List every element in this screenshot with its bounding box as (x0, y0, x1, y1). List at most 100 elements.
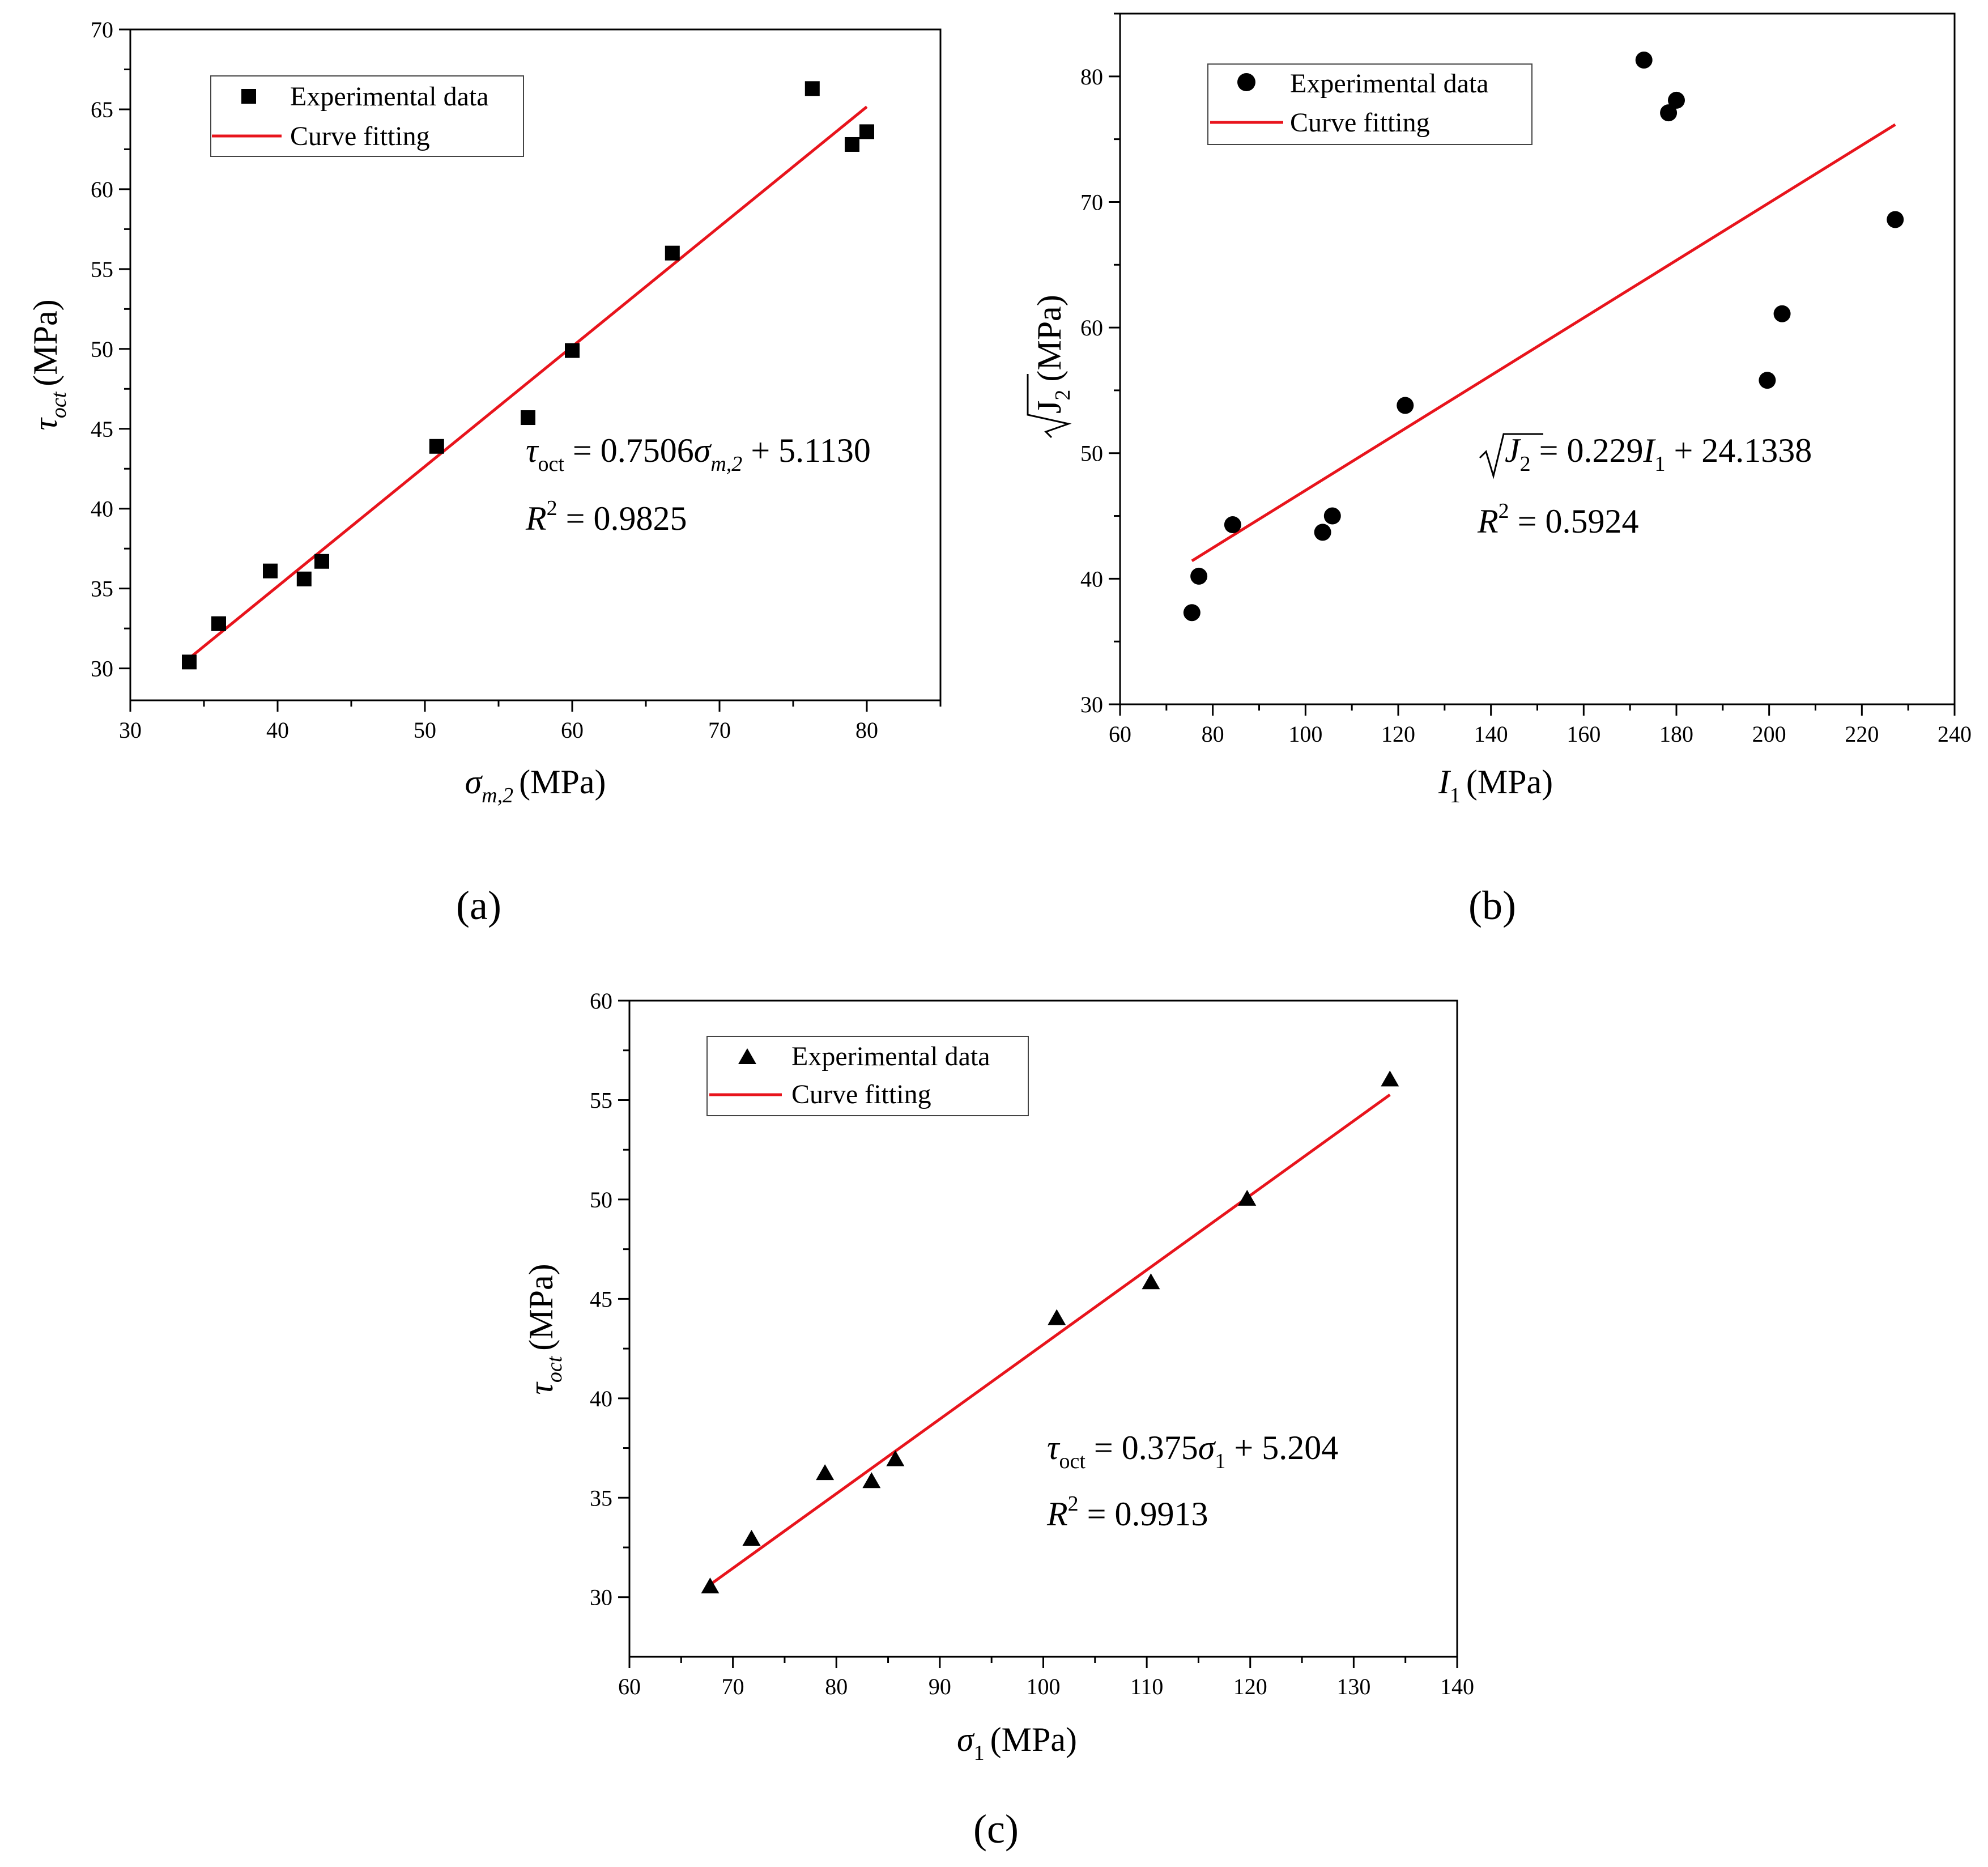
x-tick-label: 70 (708, 717, 731, 743)
x-axis-label-b: I1 (MPa) (1438, 763, 1553, 807)
x-sym: I (1438, 763, 1451, 801)
fit-line-c (709, 1094, 1391, 1586)
x-axis-label-a: σm,2 (MPa) (465, 763, 606, 807)
fit-line-b (1191, 123, 1896, 562)
y-tick-label: 40 (590, 1386, 612, 1411)
sqrt-symbol-eq (1479, 433, 1543, 479)
y-tick-label: 30 (1080, 692, 1103, 717)
x-paren-close: ) (594, 763, 606, 801)
data-point (429, 439, 444, 454)
x-unit: MPa (1478, 763, 1542, 801)
data-point (886, 1450, 905, 1466)
x-tick-label: 120 (1381, 721, 1415, 747)
legend-b: Experimental data Curve fitting (1207, 63, 1532, 145)
data-point (845, 137, 859, 152)
x-tick-label: 80 (855, 717, 878, 743)
y-sym: τ (522, 1381, 560, 1395)
x-unit: MPa (1002, 1721, 1066, 1758)
eq-var: I (1642, 432, 1656, 469)
plot-frame-a (129, 28, 942, 701)
data-point (1323, 507, 1341, 525)
x-tick-label: 30 (119, 717, 142, 743)
y-axis-label-b: J2 (MPa) (1027, 295, 1075, 439)
y-sym: J (1031, 401, 1068, 414)
r2-sup: 2 (547, 496, 557, 520)
legend-marker-square (241, 89, 256, 104)
legend-box-c (706, 1036, 1029, 1116)
data-point (1183, 604, 1201, 622)
y-tick-label: 30 (590, 1585, 612, 1610)
y-tick-label: 35 (91, 576, 113, 602)
r2-lhs: R (1046, 1495, 1068, 1533)
r2-value: = 0.9825 (557, 500, 687, 537)
legend-label-experimental: Experimental data (1290, 69, 1489, 99)
eq-lhs: J (1505, 432, 1521, 469)
markers-c (701, 1070, 1399, 1594)
y-paren-open: ( (522, 1339, 560, 1351)
y-tick-label: 40 (91, 496, 113, 522)
x-sub: m,2 (482, 784, 513, 807)
equation-c: τoct = 0.375σ1 + 5.204 (1047, 1429, 1338, 1473)
x-sym: σ (957, 1721, 975, 1758)
x-axis-label-c: σ1 (MPa) (957, 1721, 1077, 1765)
x-paren-close: ) (1542, 763, 1553, 801)
y-tick-label: 50 (1080, 441, 1103, 466)
equation-a: τoct = 0.7506σm,2 + 5.1130 (526, 432, 871, 476)
r2-lhs: R (1477, 503, 1499, 540)
legend-label-fit: Curve fitting (290, 121, 430, 151)
x-sub: 1 (974, 1741, 985, 1765)
x-paren-close: ) (1066, 1721, 1077, 1758)
data-point (1773, 305, 1791, 322)
data-point (521, 410, 535, 426)
data-point (182, 654, 197, 670)
eq-text1: = 0.229 (1531, 432, 1644, 469)
chart-panel-b: 60 80 100 120 140 160 180 200 220 240 30 40 50 60 70 80… (1027, 12, 1972, 928)
eq-text2: + 24.1338 (1665, 432, 1812, 469)
y-tick-label: 55 (590, 1087, 612, 1113)
x-sym: σ (465, 763, 483, 801)
y-sym: τ (27, 417, 64, 431)
x-tick-label: 90 (929, 1674, 951, 1699)
data-point (314, 554, 329, 569)
data-point (1048, 1309, 1066, 1325)
x-tick-label: 160 (1566, 721, 1600, 747)
chart-panel-a: 30 40 50 60 70 80 30 35 40 45 50 55 60 65 70 Experimen… (27, 17, 942, 928)
y-tick-label: 65 (91, 97, 113, 122)
x-tick-label: 80 (825, 1674, 848, 1699)
x-tick-label: 60 (561, 717, 584, 743)
y-unit: MPa (522, 1275, 560, 1339)
data-point (1314, 524, 1331, 541)
y-paren-close: ) (27, 299, 64, 311)
x-paren-open: ( (1466, 763, 1478, 801)
sqrt-symbol-axis (1027, 374, 1072, 439)
data-point (263, 563, 278, 579)
panel-label-a: (a) (456, 883, 501, 928)
x-paren-open: ( (990, 1721, 1002, 1758)
x-sub: 1 (1450, 784, 1461, 807)
r2-b: R2 = 0.5924 (1477, 499, 1639, 540)
y-axis-label-a: τoct (MPa) (27, 299, 71, 430)
legend-box-b (1207, 63, 1532, 145)
data-point (211, 616, 226, 631)
x-tick-label: 50 (414, 717, 436, 743)
y-tick-label: 30 (91, 656, 113, 682)
y-unit: MPa (27, 311, 64, 375)
eq-text2: + 5.204 (1225, 1429, 1338, 1466)
data-point (1381, 1070, 1399, 1087)
eq-var-sub: 1 (1215, 1449, 1225, 1473)
y-tick-label: 70 (1080, 189, 1103, 215)
y-paren-open: ( (1031, 371, 1068, 382)
y-tick-label: 45 (91, 416, 113, 442)
y-unit: MPa (1031, 306, 1068, 370)
data-point (1142, 1273, 1160, 1290)
data-point (1759, 372, 1776, 389)
legend-label-fit: Curve fitting (1290, 108, 1430, 138)
eq-lhs-sub: 2 (1520, 452, 1531, 476)
legend-box-a (210, 75, 524, 157)
data-point (804, 81, 820, 96)
y-paren-close: ) (1031, 295, 1068, 306)
y-axis-label-c: τoct (MPa) (522, 1264, 567, 1394)
data-point (1397, 397, 1414, 414)
x-tick-label: 110 (1130, 1674, 1164, 1699)
y-tick-label: 70 (91, 17, 113, 42)
